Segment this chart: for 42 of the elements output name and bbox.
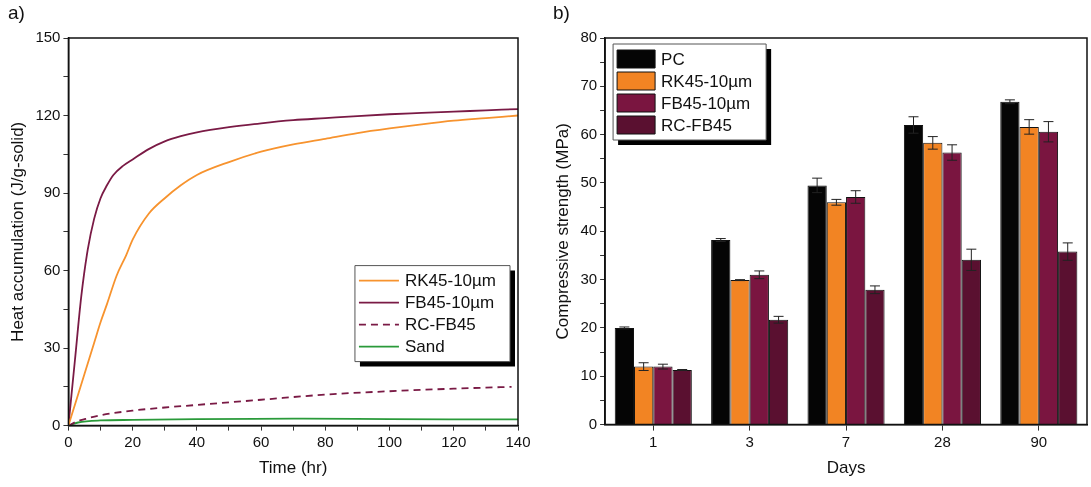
legend-label: PC [661,49,685,69]
legend-label: RC-FB45 [404,315,476,335]
chart-title: b) [553,2,570,24]
x-tick-label: 1 [649,432,658,450]
y-tick-label: 10 [580,366,598,384]
y-tick-label: 70 [580,76,598,94]
legend-label: Sand [404,337,445,357]
y-tick-label: 60 [43,260,61,278]
y-tick-label: 90 [43,183,61,201]
x-tick-label: 3 [745,432,754,450]
legend-label: FB45-10µm [404,293,495,313]
x-tick-label: 90 [1030,432,1048,450]
x-tick-label: 120 [441,432,467,450]
x-tick-label: 20 [124,432,141,450]
x-tick-label: 28 [934,432,951,450]
x-tick-label: 0 [64,432,73,450]
y-tick-label: 40 [580,221,598,239]
chart-title: a) [8,2,25,24]
y-tick-label: 30 [43,338,61,356]
y-tick-label: 150 [35,28,61,46]
x-tick-label: 100 [377,432,403,450]
y-tick-label: 0 [52,415,61,433]
y-axis-title: Compressive strength (MPa) [552,123,572,340]
x-axis-title: Time (hr) [259,458,328,478]
y-tick-label: 120 [35,105,61,123]
x-tick-label: 140 [505,432,531,450]
legend-label: RK45-10µm [661,71,753,91]
x-tick-label: 7 [841,432,851,450]
y-tick-label: 80 [580,28,598,46]
y-axis-title: Heat accumulation (J/g-solid) [7,121,27,342]
legend-label: RC-FB45 [661,115,732,135]
x-tick-label: 40 [188,432,206,450]
x-axis-title: Days [826,458,866,478]
y-tick-label: 60 [580,124,598,142]
y-tick-label: 20 [580,318,598,336]
legend-label: FB45-10µm [661,93,751,113]
y-tick-label: 50 [580,173,598,191]
x-tick-label: 80 [316,432,334,450]
legend-label: RK45-10µm [404,271,497,291]
x-tick-label: 60 [252,432,270,450]
y-tick-label: 30 [580,269,598,287]
y-tick-label: 0 [588,414,598,432]
